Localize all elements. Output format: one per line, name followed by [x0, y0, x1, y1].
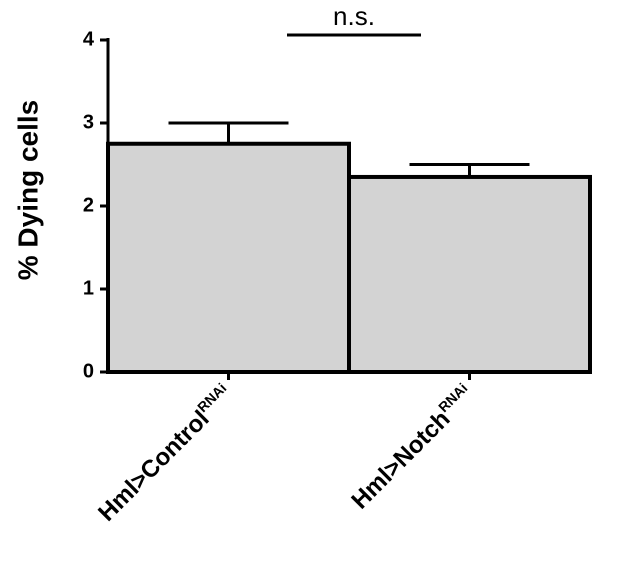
bar — [347, 174, 592, 374]
x-tick-label: Hml>NotchRNAi — [345, 380, 480, 515]
category-superscript: RNAi — [435, 380, 471, 416]
y-tick-label: 3 — [83, 111, 94, 133]
y-tick-label: 2 — [83, 194, 94, 216]
annotation: n.s. — [333, 1, 375, 31]
bar — [106, 141, 351, 374]
y-axis-label: % Dying cells — [12, 100, 43, 281]
y-tick-label: 0 — [83, 360, 94, 382]
category-name: Hml>Control — [93, 405, 214, 526]
y-tick-label: 4 — [83, 28, 95, 50]
category-name: Hml>Notch — [346, 405, 455, 514]
category-superscript: RNAi — [194, 380, 230, 416]
x-tick-label: Hml>ControlRNAi — [92, 380, 239, 527]
y-tick-label: 1 — [83, 277, 94, 299]
